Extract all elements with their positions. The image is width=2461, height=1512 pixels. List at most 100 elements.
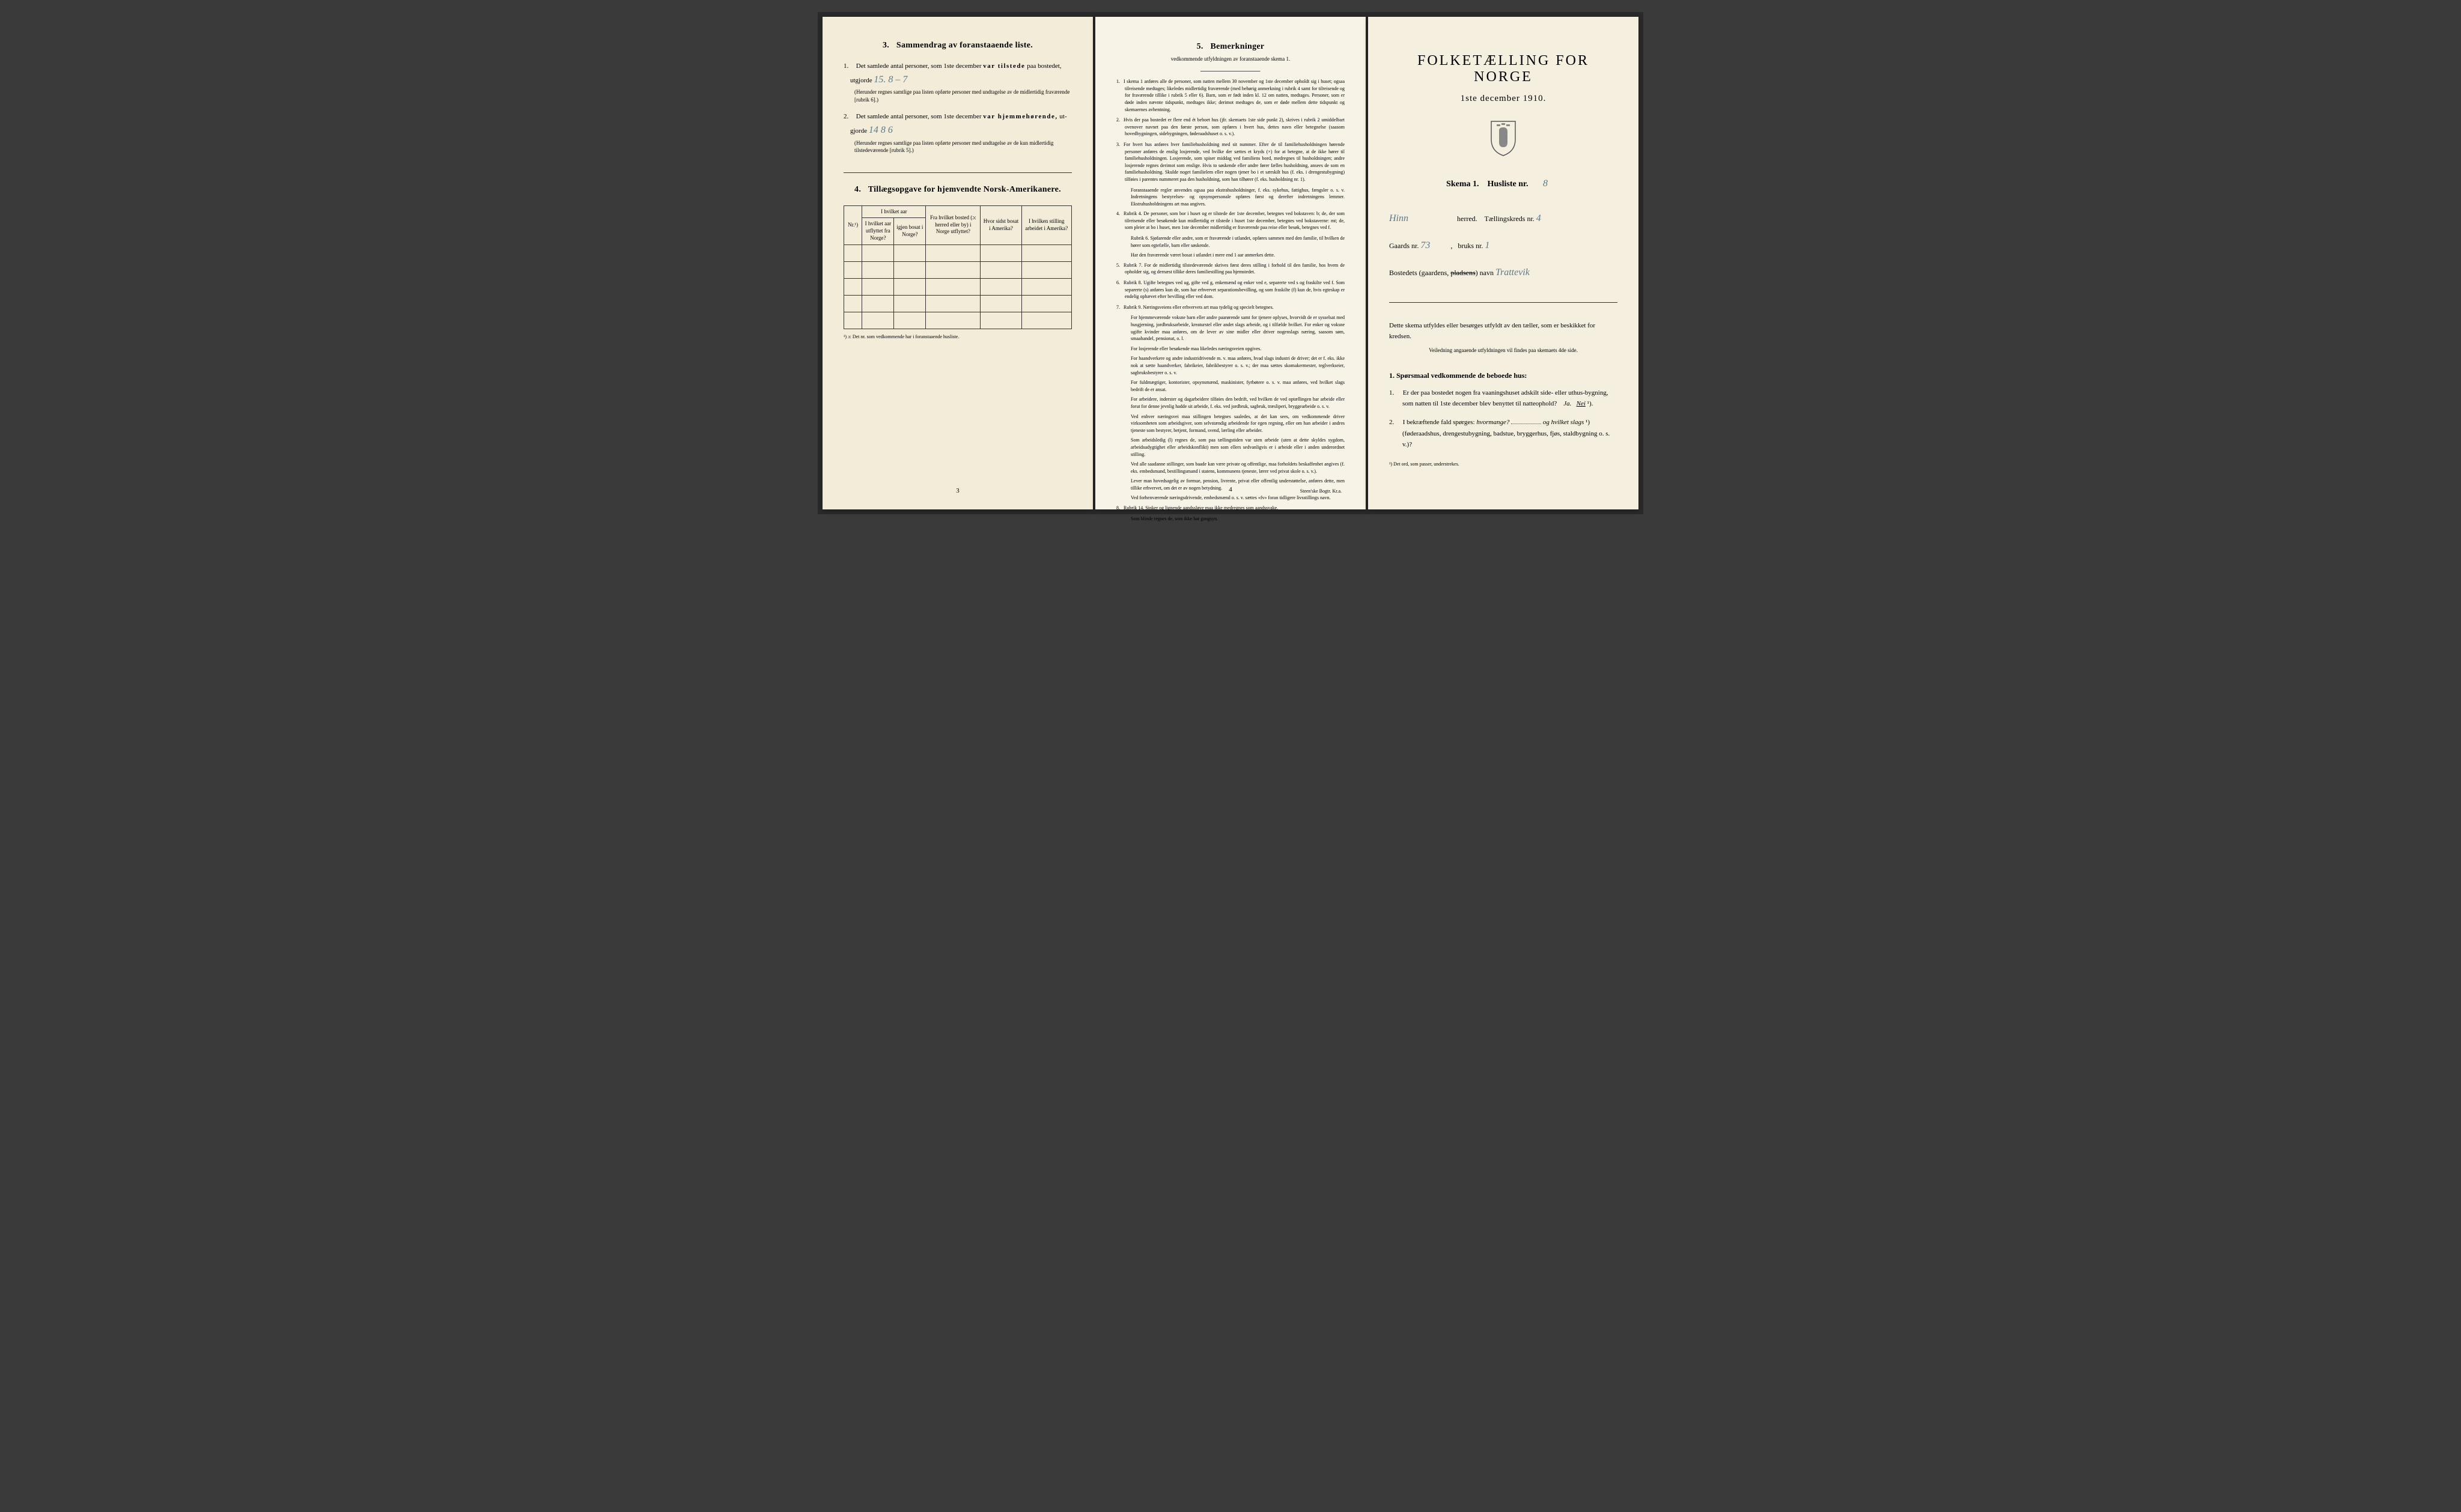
summary-item-1: 1. Det samlede antal personer, som 1ste …: [844, 61, 1072, 103]
remark-item: For haandverkere og andre industridriven…: [1116, 355, 1345, 376]
remark-item: 1.I skema 1 anføres alle de personer, so…: [1116, 78, 1345, 113]
th-stilling: I hvilken stilling arbeidet i Amerika?: [1021, 205, 1071, 244]
section-3-heading: Sammendrag av foranstaaende liste.: [896, 41, 1033, 50]
kreds-label: Tællingskreds nr.: [1484, 214, 1534, 223]
item-1-bold: var tilstede: [983, 62, 1025, 70]
item-1-text-c: paa bostedet,: [1027, 62, 1061, 70]
item-2-text-c: ut-: [1059, 113, 1066, 120]
item-1-num: 1.: [844, 61, 854, 72]
q2-text-d: (føderaadshus, drengestubygning, badstue…: [1402, 430, 1610, 449]
question-section-title: 1. Spørsmaal vedkommende de beboede hus:: [1389, 371, 1617, 380]
remark-item: 7.Rubrik 9. Næringsveiens eller erhverve…: [1116, 304, 1345, 311]
item-1-text-a: Det samlede antal personer, som 1ste dec…: [856, 62, 982, 70]
table-row: [844, 244, 1072, 261]
q-section-heading: Spørsmaal vedkommende de beboede hus:: [1396, 371, 1527, 380]
remarks-list: 1.I skema 1 anføres alle de personer, so…: [1116, 78, 1345, 522]
section-4-title: 4. Tillægsopgave for hjemvendte Norsk-Am…: [844, 185, 1072, 195]
remark-item: Foranstaaende regler anvendes ogsaa paa …: [1116, 187, 1345, 208]
bosted-label: Bostedets (gaardens,: [1389, 269, 1449, 277]
coat-of-arms-icon: [1389, 118, 1617, 160]
item-2-text-d: gjorde: [850, 127, 867, 135]
remark-item: 4.Rubrik 4. De personer, som bor i huset…: [1116, 210, 1345, 231]
emigrant-table-wrap: Nr.¹) I hvilket aar Fra hvilket bosted (…: [844, 205, 1072, 339]
table-row: [844, 295, 1072, 312]
th-utflyttet: I hvilket aar utflyttet fra Norge?: [862, 218, 894, 244]
remark-item: For arbeidere, inderster og dagarbeidere…: [1116, 396, 1345, 410]
husliste-label: Husliste nr.: [1488, 180, 1529, 189]
gaards-label: Gaards nr.: [1389, 241, 1419, 250]
divider-thin: [1200, 71, 1261, 72]
section-3-title: 3. Sammendrag av foranstaaende liste.: [844, 41, 1072, 50]
section-5-num: 5.: [1197, 42, 1203, 51]
remark-item: For hjemmeværende voksne barn eller andr…: [1116, 314, 1345, 342]
emigrant-tbody: [844, 244, 1072, 329]
instruction-sub: Veiledning angaaende utfyldningen vil fi…: [1389, 347, 1617, 353]
navn-label: ) navn: [1476, 269, 1494, 277]
bosted-handwritten: Trattevik: [1495, 264, 1580, 282]
emigrant-table: Nr.¹) I hvilket aar Fra hvilket bosted (…: [844, 205, 1072, 329]
instruction-text: Dette skema utfyldes eller besørges utfy…: [1389, 321, 1617, 342]
section-4-num: 4.: [854, 185, 861, 194]
q2-text-a: I bekræftende fald spørges:: [1403, 419, 1475, 426]
table-row: [844, 278, 1072, 295]
q-section-num: 1.: [1389, 371, 1395, 380]
remark-item: Som arbeidsledig (l) regnes de, som paa …: [1116, 437, 1345, 458]
remark-item: 6.Rubrik 8. Ugifte betegnes ved ug, gift…: [1116, 279, 1345, 300]
remark-item: For fuldmægtiger, kontorister, opsynsmæn…: [1116, 379, 1345, 393]
q1-num: 1.: [1389, 387, 1401, 399]
q2-hvilket: og hvilket slags: [1543, 419, 1584, 426]
item-2-num: 2.: [844, 112, 854, 123]
page-1-cover: FOLKETÆLLING FOR NORGE 1ste december 191…: [1368, 17, 1638, 509]
remark-item: Som blinde regnes de, som ikke har gangs…: [1116, 515, 1345, 523]
remark-item: Ved alle saadanne stillinger, som baade …: [1116, 461, 1345, 475]
item-2-handwritten: 14 8 6: [869, 123, 899, 138]
page-number-3: 3: [956, 487, 960, 494]
page-number-4: 4: [1229, 485, 1232, 494]
q1-nei-underlined: Nei: [1577, 400, 1586, 407]
divider-1: [844, 172, 1072, 173]
q1-sup: ¹).: [1587, 400, 1593, 407]
bruks-nr-handwritten: 1: [1485, 237, 1515, 255]
table-footnote: ¹) ɔ: Det nr. som vedkommende har i fora…: [844, 334, 1072, 339]
th-nr: Nr.¹): [844, 205, 862, 244]
page3-footnote: ¹) Det ord, som passer, understrekes.: [1389, 461, 1617, 467]
question-2: 2. I bekræftende fald spørges: hvormange…: [1389, 417, 1617, 451]
divider-2: [1389, 302, 1617, 303]
q2-hvormange: hvormange?: [1476, 419, 1509, 426]
table-row: [844, 261, 1072, 278]
section-4-heading: Tillægsopgave for hjemvendte Norsk-Ameri…: [868, 185, 1061, 194]
remark-item: 3.For hvert hus anføres hver familiehush…: [1116, 141, 1345, 183]
q1-ja: Ja.: [1563, 400, 1571, 407]
remark-item: Har den fraværende været bosat i utlande…: [1116, 252, 1345, 259]
summary-item-2: 2. Det samlede antal personer, som 1ste …: [844, 112, 1072, 154]
th-year-group: I hvilket aar: [862, 205, 926, 218]
table-row: [844, 312, 1072, 329]
gaards-line: Gaards nr. 73, bruks nr. 1: [1389, 237, 1617, 255]
kreds-nr-handwritten: 4: [1536, 210, 1566, 228]
skema-line: Skema 1. Husliste nr. 8: [1389, 178, 1617, 189]
bruks-label: bruks nr.: [1458, 241, 1483, 250]
remark-item: 2.Hvis der paa bostedet er flere end ét …: [1116, 117, 1345, 138]
section-3-num: 3.: [883, 41, 889, 50]
th-hvor-sidst: Hvor sidst bosat i Amerika?: [981, 205, 1021, 244]
census-date: 1ste december 1910.: [1389, 94, 1617, 104]
remark-item: For losjerende eller besøkende maa likel…: [1116, 345, 1345, 353]
question-1: 1. Er der paa bostedet nogen fra vaaning…: [1389, 387, 1617, 410]
item-2-note: (Herunder regnes samtlige paa listen opf…: [854, 139, 1072, 154]
item-2-text-a: Det samlede antal personer, som 1ste dec…: [856, 113, 982, 120]
census-document: 3. Sammendrag av foranstaaende liste. 1.…: [818, 12, 1643, 514]
herred-handwritten: Hinn: [1389, 210, 1455, 228]
page-3-summary: 3. Sammendrag av foranstaaende liste. 1.…: [823, 17, 1093, 509]
remark-item: Rubrik 6. Sjøfarende eller andre, som er…: [1116, 235, 1345, 249]
section-5-heading: Bemerkninger: [1211, 42, 1265, 51]
remark-item: Ved forhenværende næringsdrivende, embed…: [1116, 494, 1345, 502]
q2-num: 2.: [1389, 417, 1401, 428]
remark-item: 8.Rubrik 14. Sinker og lignende aandsslø…: [1116, 505, 1345, 512]
printer-mark: Steen'ske Bogtr. Kr.a.: [1300, 488, 1342, 494]
skema-label: Skema 1.: [1446, 180, 1479, 189]
th-fra-bosted: Fra hvilket bosted (ɔ: herred eller by) …: [926, 205, 981, 244]
herred-label: herred.: [1457, 214, 1477, 223]
q2-sup: ¹): [1586, 419, 1590, 426]
herred-line: Hinn herred. Tællingskreds nr. 4: [1389, 210, 1617, 228]
item-1-note: (Herunder regnes samtlige paa listen opf…: [854, 88, 1072, 103]
